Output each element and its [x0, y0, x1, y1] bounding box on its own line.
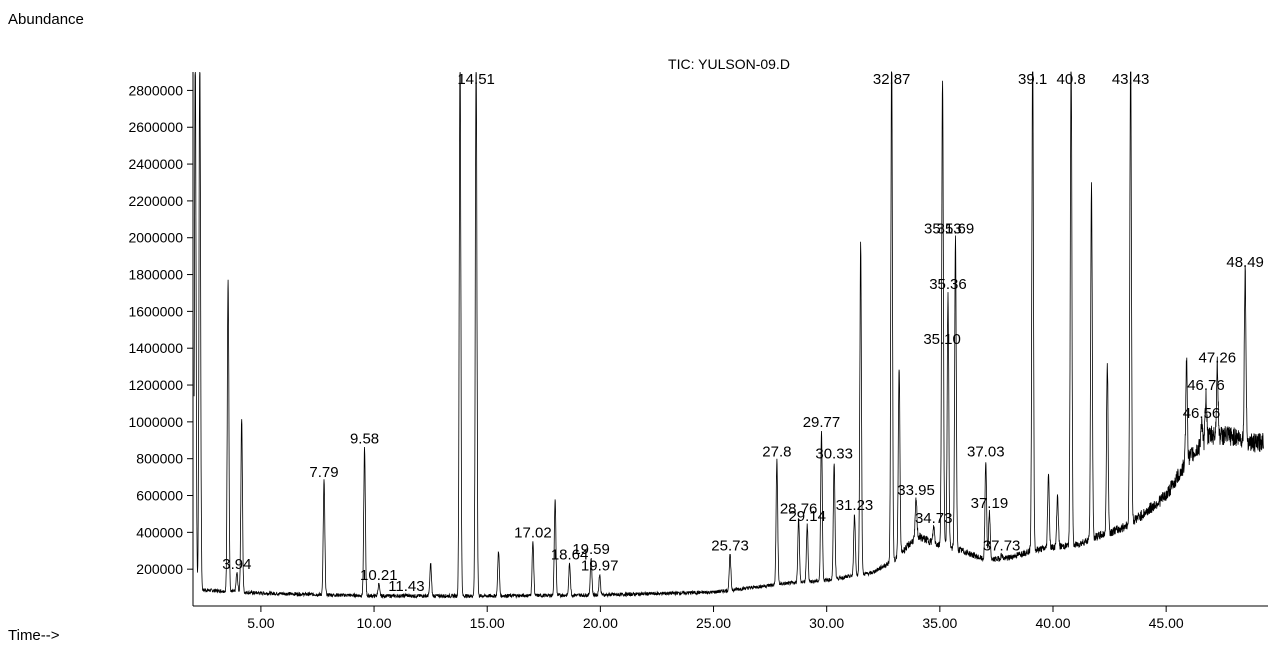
- peak-label: 47.26: [1199, 350, 1237, 367]
- x-tick-label: 45.00: [1149, 615, 1184, 631]
- y-tick-label: 2400000: [128, 156, 183, 172]
- peak-label: 40.8: [1057, 71, 1086, 88]
- y-tick-label: 1800000: [128, 267, 183, 283]
- peak-label: 46.56: [1183, 405, 1221, 422]
- peak-label: 27.8: [762, 444, 791, 461]
- y-tick-label: 1000000: [128, 414, 183, 430]
- peak-label: 33.95: [897, 482, 935, 499]
- y-tick-label: 400000: [136, 524, 183, 540]
- peak-label: 9.58: [350, 431, 379, 448]
- y-tick-label: 600000: [136, 488, 183, 504]
- plot-axes: [192, 72, 1268, 607]
- peak-label: 29.77: [803, 414, 841, 431]
- peak-label: 37.19: [971, 495, 1009, 512]
- tic-trace-line: [193, 71, 1264, 600]
- peak-label: 32.87: [873, 71, 911, 88]
- peak-label: 17.02: [514, 525, 552, 542]
- peak-label: 46.76: [1187, 377, 1225, 394]
- peak-label: 11.43: [388, 578, 424, 595]
- y-tick-label: 1400000: [128, 340, 183, 356]
- y-tick-label: 1200000: [128, 377, 183, 393]
- peak-label: 31.23: [836, 497, 874, 514]
- peak-label: 14.51: [457, 71, 495, 88]
- peak-label: 35.69: [937, 221, 975, 238]
- x-tick-label: 15.00: [470, 615, 505, 631]
- peak-label: 19.97: [581, 558, 619, 575]
- peak-label: 34.73: [915, 510, 953, 527]
- y-tick-label: 800000: [136, 451, 183, 467]
- y-tick-label: 2000000: [128, 230, 183, 246]
- peak-label: 29.14: [788, 508, 826, 525]
- x-tick-label: 10.00: [357, 615, 392, 631]
- x-tick-label: 20.00: [583, 615, 618, 631]
- peak-label: 28.76: [780, 501, 818, 518]
- x-tick-label: 25.00: [696, 615, 731, 631]
- peak-label: 39.1: [1018, 71, 1047, 88]
- peak-label: 48.49: [1226, 254, 1264, 271]
- x-tick-label: 30.00: [809, 615, 844, 631]
- peak-label: 10.21: [360, 567, 398, 584]
- peak-label: 18.64: [551, 547, 589, 564]
- x-tick-label: 35.00: [922, 615, 957, 631]
- chromatogram-trace: [193, 71, 1264, 600]
- peak-label: 3.94: [222, 556, 251, 573]
- peak-label: 19.59: [572, 541, 610, 558]
- x-tick-label: 40.00: [1035, 615, 1070, 631]
- peak-label: 37.73: [983, 537, 1021, 554]
- y-tick-label: 2200000: [128, 193, 183, 209]
- peak-label: 7.79: [309, 464, 338, 481]
- peak-label: 30.33: [815, 445, 853, 462]
- peak-label: 35.10: [923, 331, 961, 348]
- y-axis-label: Abundance: [8, 11, 84, 28]
- y-axis-ticks: 200000 400000 600000 800000 1000000 1200000 14…: [128, 82, 193, 577]
- chart-title: TIC: YULSON-09.D: [668, 56, 790, 72]
- peak-label: 37.03: [967, 444, 1005, 461]
- y-tick-label: 2600000: [128, 119, 183, 135]
- x-axis-label: Time-->: [8, 627, 60, 644]
- peak-label: 43.43: [1112, 71, 1150, 88]
- y-tick-label: 2800000: [128, 82, 183, 98]
- y-tick-label: 1600000: [128, 303, 183, 319]
- peak-label: 25.73: [711, 537, 749, 554]
- x-tick-label: 5.00: [247, 615, 274, 631]
- y-tick-label: 200000: [136, 561, 183, 577]
- peak-label: 35.36: [929, 276, 967, 293]
- x-axis-ticks: 5.00 10.00 15.00 20.00 25.00 30.00 35.00 40.00 4…: [247, 606, 1184, 631]
- peak-label: 35.13: [924, 221, 962, 238]
